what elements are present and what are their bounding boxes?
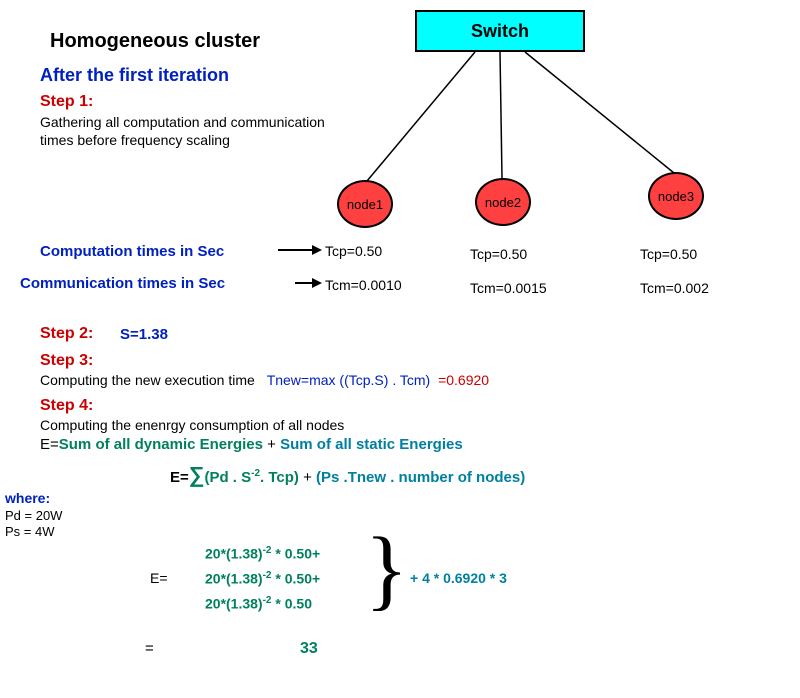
node-label: node3: [658, 189, 694, 204]
node-label: node1: [347, 197, 383, 212]
subtitle: After the first iteration: [40, 65, 229, 86]
tcp-1: Tcp=0.50: [325, 243, 382, 259]
term2: (Ps .Tnew . number of nodes): [316, 469, 525, 486]
step3-label: Step 3:: [40, 352, 93, 370]
tcp-2: Tcp=0.50: [470, 246, 527, 262]
eq-prefix: E=: [40, 436, 59, 453]
switch-box: Switch: [415, 10, 585, 52]
term1b: . Tcp): [260, 469, 299, 486]
exp1: -2: [251, 468, 260, 479]
step3-text: Computing the new execution time: [40, 372, 255, 388]
step3-formula: Tnew=max ((Tcp.S) . Tcm): [267, 372, 431, 388]
step3-result: =0.6920: [438, 372, 489, 388]
calc3exp: -2: [263, 595, 272, 606]
calc3a: 20*(1.38): [205, 596, 263, 612]
calc2b: * 0.50+: [272, 571, 321, 587]
tcp-3: Tcp=0.50: [640, 246, 697, 262]
tcm-3: Tcm=0.002: [640, 280, 709, 296]
node-3: node3: [648, 172, 704, 220]
step4-label: Step 4:: [40, 397, 93, 415]
tcm-1: Tcm=0.0010: [325, 277, 402, 293]
step1-label: Step 1:: [40, 93, 93, 111]
tcm-2: Tcm=0.0015: [470, 280, 547, 296]
where-label: where:: [5, 490, 50, 506]
comm-times-label: Communication times in Sec: [20, 275, 225, 292]
stat-energies: Sum of all static Energies: [280, 436, 463, 453]
calc1b: * 0.50+: [272, 546, 321, 562]
comp-times-label: Computation times in Sec: [40, 243, 224, 260]
node-label: node2: [485, 195, 521, 210]
calc1exp: -2: [263, 545, 272, 556]
pd-value: Pd = 20W: [5, 508, 62, 523]
step2-label: Step 2:: [40, 325, 93, 343]
calc2exp: -2: [263, 570, 272, 581]
ps-value: Ps = 4W: [5, 524, 55, 539]
calc1a: 20*(1.38): [205, 546, 263, 562]
calc-line-2: 20*(1.38)-2 * 0.50+: [205, 570, 320, 587]
step3-row: Computing the new execution time Tnew=ma…: [40, 372, 489, 388]
plus2: +: [299, 469, 316, 486]
formula-prefix: E=: [170, 469, 189, 486]
title: Homogeneous cluster: [50, 30, 260, 53]
step2-value: S=1.38: [120, 326, 168, 343]
node-2: node2: [475, 178, 531, 226]
node-1: node1: [337, 180, 393, 228]
calc-prefix: E=: [150, 570, 168, 586]
switch-label: Switch: [471, 21, 529, 42]
calc-static: + 4 * 0.6920 * 3: [410, 570, 507, 586]
calc-line-3: 20*(1.38)-2 * 0.50: [205, 595, 312, 612]
brace: }: [365, 525, 408, 615]
result-eq: =: [145, 640, 154, 657]
term1: (Pd . S: [204, 469, 251, 486]
formula-line: E=∑(Pd . S-2. Tcp) + (Ps .Tnew . number …: [170, 462, 525, 488]
plus: +: [263, 436, 280, 453]
step1-desc: Gathering all computation and communicat…: [40, 114, 325, 148]
dyn-energies: Sum of all dynamic Energies: [59, 436, 263, 453]
result-value: 33: [300, 640, 318, 658]
step4-eq: E=Sum of all dynamic Energies + Sum of a…: [40, 436, 463, 453]
step4-text: Computing the enenrgy consumption of all…: [40, 417, 344, 433]
calc-line-1: 20*(1.38)-2 * 0.50+: [205, 545, 320, 562]
step1-text: Gathering all computation and communicat…: [40, 113, 330, 149]
calc3b: * 0.50: [272, 596, 312, 612]
sigma: ∑: [189, 462, 205, 487]
calc2a: 20*(1.38): [205, 571, 263, 587]
